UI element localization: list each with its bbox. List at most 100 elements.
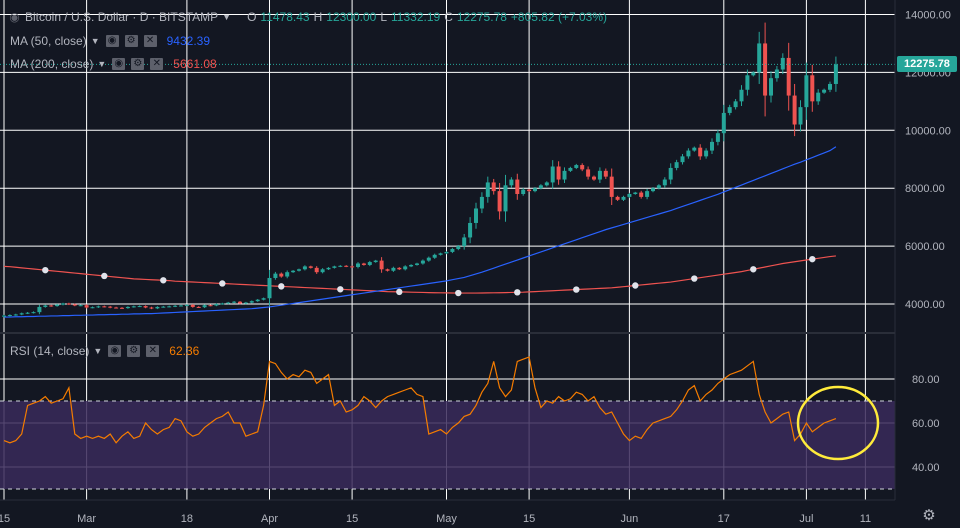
candle-body <box>179 305 183 307</box>
candle-body <box>656 185 661 189</box>
candle-body <box>533 188 537 192</box>
candle-body <box>462 237 467 247</box>
rsi-tick-label: 40.00 <box>912 462 940 474</box>
price-tick-label: 14000.00 <box>905 9 951 21</box>
ma200-marker <box>632 282 639 289</box>
eye-icon[interactable]: ◉ <box>112 58 126 70</box>
candle-body <box>721 112 726 134</box>
time-tick-label: 18 <box>181 513 193 525</box>
candle-body <box>273 273 278 278</box>
candle-body <box>31 312 36 314</box>
candle-body <box>291 270 296 273</box>
candle-body <box>415 263 419 265</box>
close-icon[interactable]: ✕ <box>146 345 160 357</box>
close-icon[interactable]: ✕ <box>150 58 164 70</box>
candle-body <box>149 307 154 309</box>
candle-body <box>456 246 461 250</box>
time-tick-label: 15 <box>523 513 535 525</box>
chevron-down-icon[interactable]: ▼ <box>93 346 103 356</box>
candle-body <box>173 305 178 307</box>
ma200-marker <box>101 272 108 280</box>
candle-body <box>232 301 237 303</box>
candle-body <box>444 251 449 254</box>
rsi-band <box>0 401 895 489</box>
candle-body <box>220 303 225 305</box>
gear-icon[interactable]: ⚙ <box>127 345 141 357</box>
settings-gear-icon[interactable]: ⚙ <box>922 507 936 524</box>
ma200-line <box>3 255 836 294</box>
candle-body <box>509 179 514 186</box>
candle-body <box>320 269 325 273</box>
candle-body <box>297 269 301 271</box>
candle-body <box>544 182 549 186</box>
eye-icon[interactable]: ◉ <box>108 345 122 357</box>
candle-body <box>615 196 620 200</box>
candle-body <box>715 133 720 142</box>
candle-body <box>485 182 490 197</box>
candle-body <box>361 263 366 265</box>
rsi-axis[interactable]: 80.00 60.00 40.00 <box>912 374 940 474</box>
rsi-line <box>3 356 837 444</box>
candle-body <box>739 89 744 102</box>
candle-body <box>710 141 714 151</box>
close-icon[interactable]: ✕ <box>143 35 157 47</box>
time-tick-label: Mar <box>77 513 96 525</box>
candle-body <box>420 260 425 264</box>
candle-body <box>196 306 201 308</box>
candle-body <box>645 191 650 197</box>
candle-body <box>61 303 65 305</box>
candle-body <box>745 75 750 90</box>
eye-icon[interactable]: ◉ <box>9 10 20 24</box>
candle-body <box>49 305 54 307</box>
candle-body <box>285 272 290 277</box>
chevron-down-icon[interactable]: ▼ <box>222 12 232 22</box>
candle-body <box>125 306 130 309</box>
candle-body <box>338 265 343 267</box>
last-price-tag: 12275.78 <box>897 56 957 73</box>
ohlc-close: 12275.78 <box>456 10 507 24</box>
candle-body <box>774 69 779 79</box>
time-axis[interactable]: 15 Mar 18 Apr 15 May 15 Jun 17 Jul 11 <box>0 513 871 525</box>
candle-body <box>350 266 355 268</box>
candle-body <box>491 182 496 192</box>
candle-body <box>780 57 785 70</box>
candle-body <box>609 176 614 197</box>
candle-body <box>37 306 42 313</box>
chevron-down-icon[interactable]: ▼ <box>97 59 107 69</box>
ma200-markers <box>42 255 816 297</box>
candle-body <box>302 266 307 270</box>
ma200-marker <box>455 289 462 297</box>
candle-body <box>662 179 667 186</box>
time-tick-label: 17 <box>718 513 730 525</box>
candle-body <box>84 305 89 308</box>
ma200-value: 5661.08 <box>173 57 217 71</box>
ma200-label: MA (200, close) <box>10 57 94 71</box>
time-tick-label: 15 <box>0 513 10 525</box>
candle-body <box>19 313 24 315</box>
ohlc-close-label: C <box>444 10 453 24</box>
candle-body <box>403 266 408 270</box>
candle-body <box>344 265 349 267</box>
gear-icon[interactable]: ⚙ <box>124 35 138 47</box>
rsi-tick-label: 60.00 <box>912 418 940 430</box>
candle-body <box>255 299 260 302</box>
candle-body <box>639 192 644 197</box>
ma200-marker <box>42 266 49 274</box>
candle-body <box>633 192 638 195</box>
chevron-down-icon[interactable]: ▼ <box>90 36 100 46</box>
candle-body <box>114 307 119 309</box>
candle-body <box>668 167 673 180</box>
candle-body <box>249 301 254 303</box>
time-tick-label: May <box>436 513 457 525</box>
candle-body <box>468 222 473 238</box>
candle-body <box>786 57 791 96</box>
price-axis[interactable]: 14000.0012000.0010000.008000.006000.0040… <box>905 9 951 311</box>
candle-body <box>586 169 591 177</box>
candle-body <box>108 306 113 308</box>
candle-body <box>621 196 626 200</box>
gear-icon[interactable]: ⚙ <box>131 58 145 70</box>
candle-body <box>78 305 83 307</box>
candle-body <box>426 257 431 261</box>
eye-icon[interactable]: ◉ <box>105 35 119 47</box>
